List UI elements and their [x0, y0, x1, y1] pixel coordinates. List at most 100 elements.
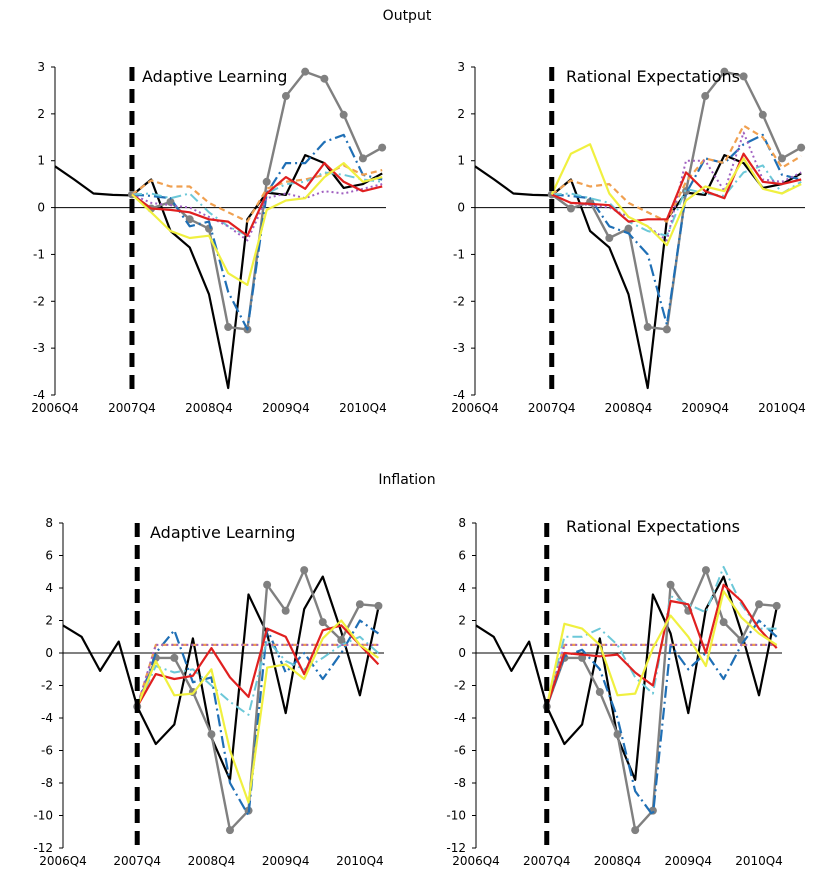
- y-tick-label: -10: [33, 809, 53, 823]
- series-point-gray-markers: [566, 204, 575, 213]
- x-tick-label: 2009Q4: [262, 854, 310, 868]
- series-point-gray-markers: [701, 566, 710, 575]
- y-tick-label: 2: [457, 107, 465, 121]
- x-tick-label: 2008Q4: [185, 401, 233, 415]
- y-tick-label: 1: [37, 154, 45, 168]
- y-tick-label: 3: [37, 60, 45, 74]
- series-point-gray-markers: [719, 618, 728, 627]
- x-tick-label: 2007Q4: [108, 401, 156, 415]
- x-tick-label: 2006Q4: [452, 854, 500, 868]
- y-tick-label: 0: [458, 646, 466, 660]
- y-tick-label: -2: [453, 294, 465, 308]
- y-tick-label: -4: [454, 711, 466, 725]
- series-point-gray-markers: [374, 601, 383, 610]
- series-line-blue-dashdot: [131, 133, 383, 331]
- output-section-title: Output: [382, 8, 432, 24]
- series-line-gray-markers: [545, 568, 777, 832]
- series-point-gray-markers: [605, 234, 614, 243]
- y-tick-label: 1: [457, 154, 465, 168]
- x-tick-label: 2006Q4: [39, 854, 87, 868]
- series-point-gray-markers: [300, 566, 309, 575]
- series-line-cyan-dashdot: [136, 635, 380, 716]
- series-line-red: [551, 152, 802, 223]
- x-tick-label: 2007Q4: [113, 854, 161, 868]
- series-point-gray-markers: [772, 601, 781, 610]
- series-point-gray-markers: [358, 154, 367, 163]
- series-point-gray-markers: [758, 110, 767, 119]
- series-point-gray-markers: [720, 67, 729, 76]
- series-point-gray-markers: [337, 636, 346, 644]
- series-line-cyan-dashdot: [551, 164, 802, 237]
- series-line-yellow: [545, 590, 778, 707]
- series-point-gray-markers: [643, 323, 652, 332]
- y-tick-label: 2: [45, 614, 53, 628]
- y-tick-label: -4: [41, 711, 53, 725]
- y-tick-label: -1: [453, 247, 465, 261]
- y-tick-label: 0: [457, 201, 465, 215]
- y-tick-label: -8: [41, 776, 53, 790]
- series-point-gray-markers: [207, 730, 216, 739]
- y-tick-label: -4: [33, 388, 45, 402]
- series-point-gray-markers: [281, 92, 290, 101]
- y-tick-label: -12: [33, 841, 53, 855]
- x-tick-label: 2006Q4: [31, 401, 79, 415]
- series-line-blue-dashdot: [551, 133, 802, 326]
- x-tick-label: 2009Q4: [262, 401, 310, 415]
- x-tick-label: 2007Q4: [528, 401, 576, 415]
- series-point-gray-markers: [624, 224, 633, 233]
- series-point-gray-markers: [185, 215, 194, 224]
- series-point-gray-markers: [631, 826, 640, 835]
- series-point-gray-markers: [739, 72, 748, 81]
- x-tick-label: 2010Q4: [339, 401, 387, 415]
- series-line-gray-markers: [136, 568, 379, 832]
- series-line-yellow: [550, 143, 802, 247]
- y-tick-label: 0: [45, 646, 53, 660]
- series-line-blue-dashdot: [545, 619, 778, 817]
- y-tick-label: -2: [33, 294, 45, 308]
- series-point-gray-markers: [170, 653, 179, 662]
- y-tick-label: 4: [45, 581, 53, 595]
- y-tick-label: 4: [458, 581, 466, 595]
- series-line-purple-dotted: [136, 643, 379, 707]
- x-tick-label: 2010Q4: [758, 401, 806, 415]
- y-tick-label: 0: [37, 201, 45, 215]
- x-tick-label: 2009Q4: [664, 854, 712, 868]
- y-tick-label: 3: [457, 60, 465, 74]
- y-tick-label: -12: [446, 841, 466, 855]
- x-tick-label: 2008Q4: [188, 854, 236, 868]
- series-point-gray-markers: [281, 606, 290, 615]
- series-point-gray-markers: [263, 580, 272, 589]
- series-point-gray-markers: [613, 730, 622, 739]
- series-point-gray-markers: [701, 92, 710, 101]
- series-point-gray-markers: [262, 177, 271, 186]
- y-tick-label: -1: [33, 247, 45, 261]
- y-tick-label: 2: [37, 107, 45, 121]
- x-tick-label: 2007Q4: [523, 854, 571, 868]
- y-tick-label: -3: [453, 341, 465, 355]
- x-tick-label: 2010Q4: [336, 854, 384, 868]
- series-point-gray-markers: [797, 143, 806, 152]
- annotation-label: Rational Expectations: [566, 67, 740, 86]
- y-tick-label: -10: [446, 809, 466, 823]
- series-line-red: [545, 583, 778, 707]
- x-tick-label: 2010Q4: [735, 854, 783, 868]
- series-point-gray-markers: [595, 688, 604, 696]
- series-point-gray-markers: [318, 618, 327, 627]
- annotation-label: Adaptive Learning: [150, 523, 295, 542]
- x-tick-label: 2009Q4: [681, 401, 729, 415]
- series-point-gray-markers: [755, 600, 764, 609]
- y-tick-label: -2: [41, 679, 53, 693]
- series-line-blue-dashdot: [136, 619, 380, 817]
- series-line-actual: [474, 154, 802, 390]
- y-tick-label: 8: [45, 516, 53, 530]
- y-tick-label: -2: [454, 679, 466, 693]
- y-tick-label: -6: [454, 744, 466, 758]
- series-line-yellow: [131, 162, 383, 286]
- series-point-gray-markers: [777, 154, 786, 163]
- y-tick-label: 6: [45, 549, 53, 563]
- series-line-red: [131, 162, 383, 237]
